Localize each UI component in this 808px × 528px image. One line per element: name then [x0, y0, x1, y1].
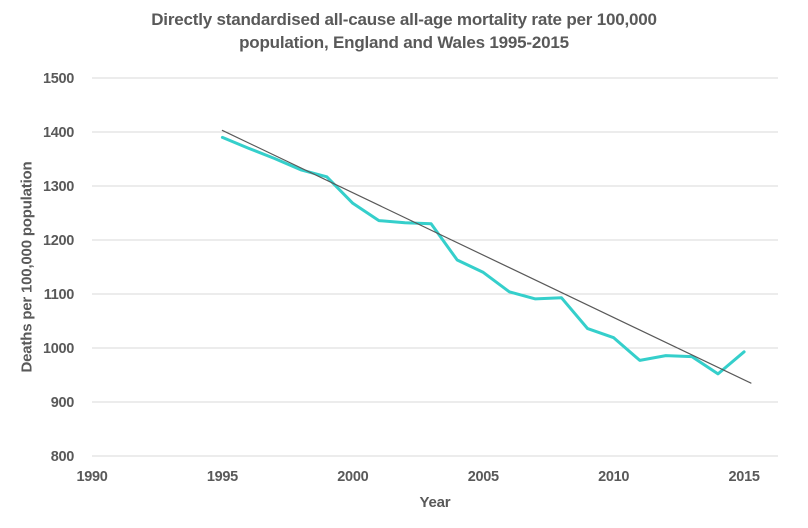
linear-trend-line [221, 129, 752, 384]
y-tick-label-1300: 1300 [43, 179, 74, 195]
chart-title-line-2: population, England and Wales 1995-2015 [239, 33, 569, 52]
y-tick-label-800: 800 [51, 449, 75, 465]
y-tick-label-1200: 1200 [43, 233, 74, 249]
y-tick-label-1500: 1500 [43, 71, 74, 87]
y-tick-label-1000: 1000 [43, 341, 74, 357]
x-tick-label-1990: 1990 [76, 469, 107, 485]
x-tick-label-2005: 2005 [468, 469, 499, 485]
y-tick-label-900: 900 [51, 395, 75, 411]
x-tick-label-2015: 2015 [729, 469, 760, 485]
y-tick-label-1400: 1400 [43, 125, 74, 141]
chart-title: Directly standardised all-cause all-age … [0, 8, 808, 54]
chart-title-line-1: Directly standardised all-cause all-age … [151, 10, 657, 29]
x-axis-title: Year [419, 494, 451, 511]
y-tick-label-1100: 1100 [44, 287, 74, 303]
x-tick-label-2010: 2010 [598, 469, 629, 485]
y-axis-title: Deaths per 100,000 population [18, 161, 36, 373]
x-tick-label-2000: 2000 [337, 469, 368, 485]
x-tick-label-1995: 1995 [207, 469, 238, 485]
